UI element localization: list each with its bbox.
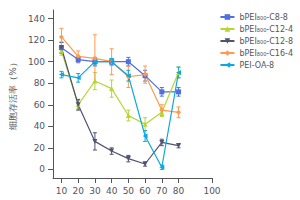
svg-text:bPEI₈₀₀-C12-4: bPEI₈₀₀-C12-4 [239, 25, 293, 34]
svg-text:50: 50 [123, 186, 135, 196]
svg-text:60: 60 [34, 100, 46, 110]
svg-text:0: 0 [39, 164, 45, 174]
svg-text:120: 120 [28, 35, 45, 45]
svg-text:PEI-OA-8: PEI-OA-8 [239, 61, 274, 70]
svg-text:20: 20 [72, 186, 84, 196]
svg-text:140: 140 [28, 14, 45, 24]
svg-text:100: 100 [28, 57, 45, 67]
svg-text:bPEI₈₀₀-C8-8: bPEI₈₀₀-C8-8 [239, 13, 287, 22]
svg-text:细胞存活率（%）: 细胞存活率（%） [8, 58, 18, 130]
svg-text:20: 20 [34, 143, 46, 153]
svg-text:40: 40 [106, 186, 118, 196]
svg-text:70: 70 [156, 186, 168, 196]
svg-text:bPEI₈₀₀-C16-4: bPEI₈₀₀-C16-4 [239, 49, 293, 58]
svg-text:100: 100 [203, 186, 220, 196]
svg-text:80: 80 [173, 186, 185, 196]
svg-text:30: 30 [89, 186, 101, 196]
svg-text:60: 60 [139, 186, 151, 196]
svg-text:40: 40 [34, 121, 46, 131]
svg-text:10: 10 [56, 186, 68, 196]
svg-text:80: 80 [34, 78, 46, 88]
svg-text:bPEI₈₀₀-C12-8: bPEI₈₀₀-C12-8 [239, 37, 293, 46]
